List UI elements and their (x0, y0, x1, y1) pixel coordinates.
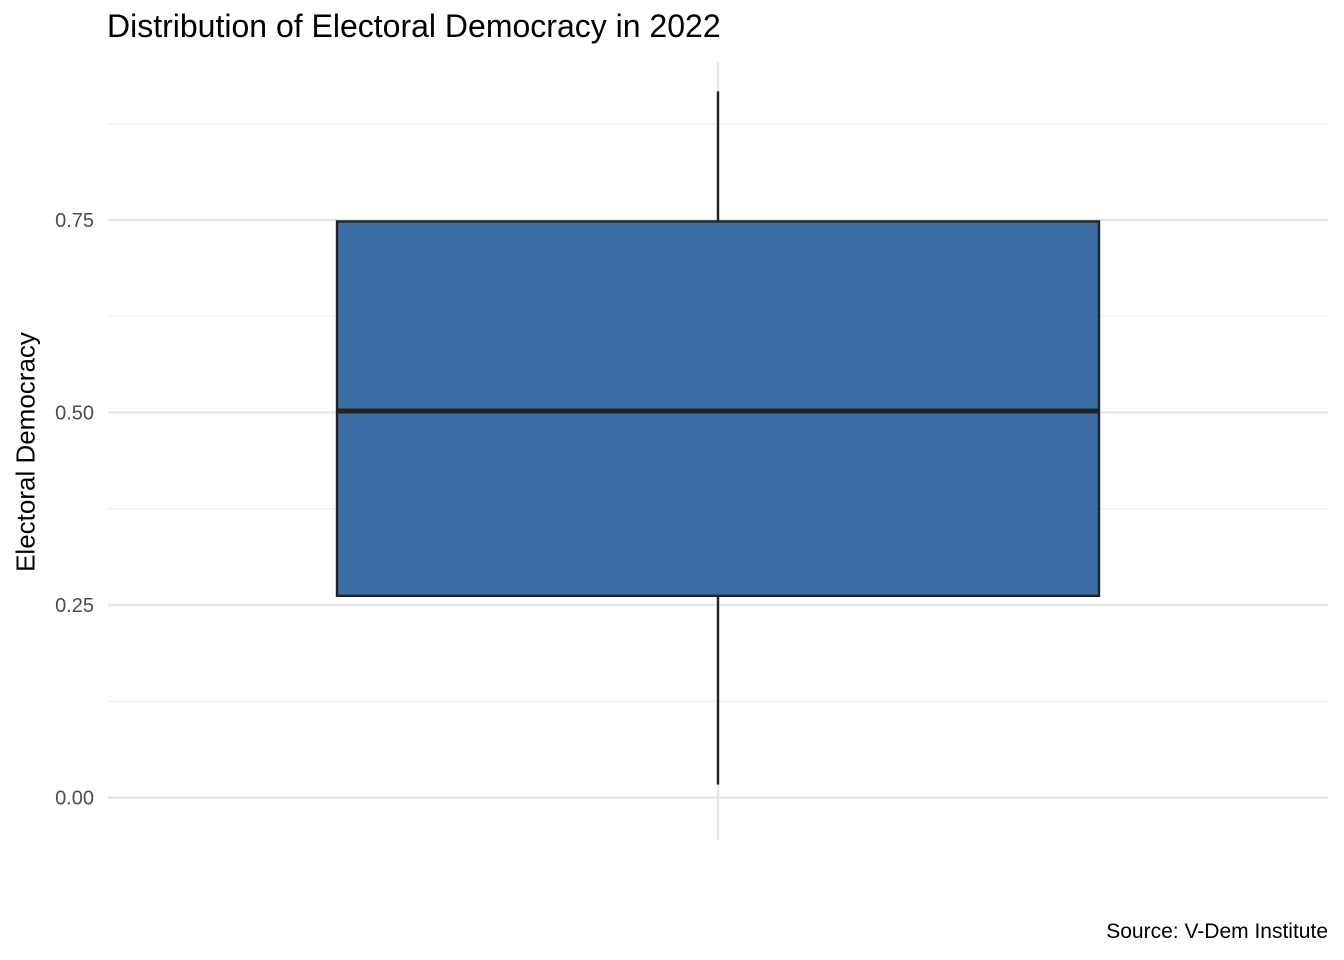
y-tick-label-3: 0.75 (55, 210, 94, 232)
chart-caption: Source: V-Dem Institute (1106, 920, 1328, 943)
y-tick-label-1: 0.25 (55, 595, 94, 617)
y-tick-label-0: 0.00 (55, 788, 94, 810)
chart-title: Distribution of Electoral Democracy in 2… (107, 8, 721, 44)
y-tick-label-2: 0.50 (55, 402, 94, 424)
